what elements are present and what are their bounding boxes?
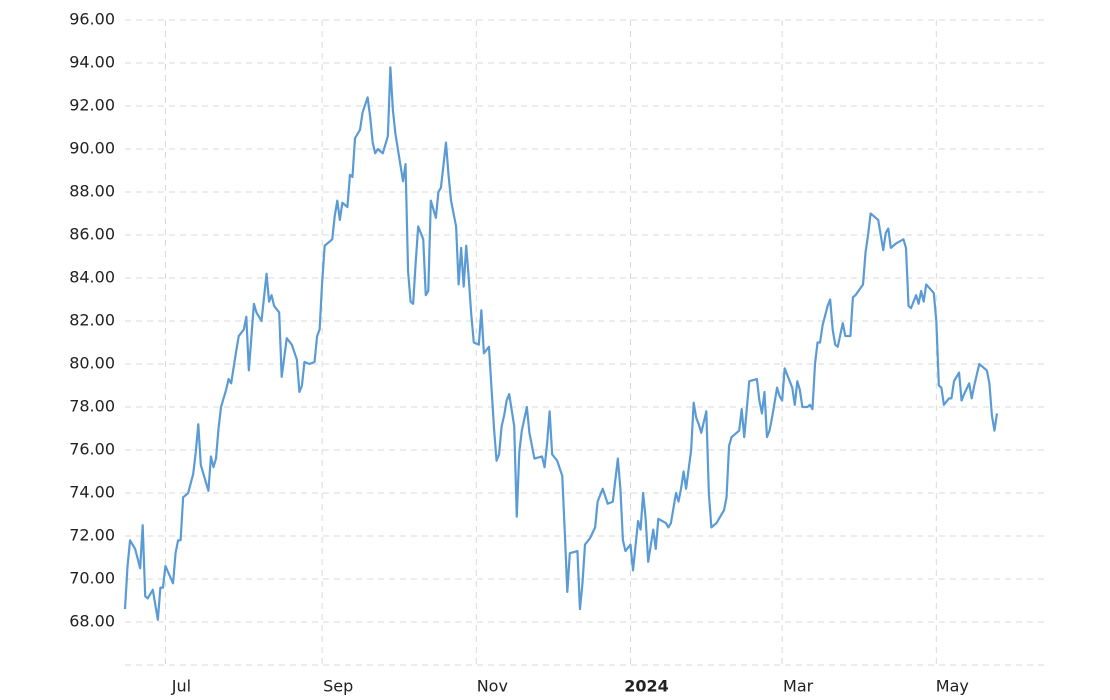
y-tick-label: 86.00 bbox=[69, 225, 115, 244]
y-tick-label: 80.00 bbox=[69, 354, 115, 373]
x-tick-label: 2024 bbox=[624, 677, 669, 696]
y-tick-label: 72.00 bbox=[69, 526, 115, 545]
y-tick-label: 94.00 bbox=[69, 53, 115, 72]
x-tick-label: Jul bbox=[171, 677, 191, 696]
y-tick-label: 68.00 bbox=[69, 612, 115, 631]
x-tick-label: Nov bbox=[477, 677, 508, 696]
x-tick-label: May bbox=[936, 677, 969, 696]
x-tick-label: Mar bbox=[783, 677, 814, 696]
y-tick-label: 84.00 bbox=[69, 268, 115, 287]
y-tick-label: 96.00 bbox=[69, 10, 115, 29]
y-tick-label: 82.00 bbox=[69, 311, 115, 330]
y-tick-label: 90.00 bbox=[69, 139, 115, 158]
y-tick-label: 76.00 bbox=[69, 440, 115, 459]
x-tick-label: Sep bbox=[323, 677, 353, 696]
y-tick-label: 92.00 bbox=[69, 96, 115, 115]
y-tick-label: 70.00 bbox=[69, 569, 115, 588]
price-line bbox=[123, 66, 999, 621]
y-tick-label: 88.00 bbox=[69, 182, 115, 201]
y-tick-label: 74.00 bbox=[69, 483, 115, 502]
y-tick-label: 78.00 bbox=[69, 397, 115, 416]
